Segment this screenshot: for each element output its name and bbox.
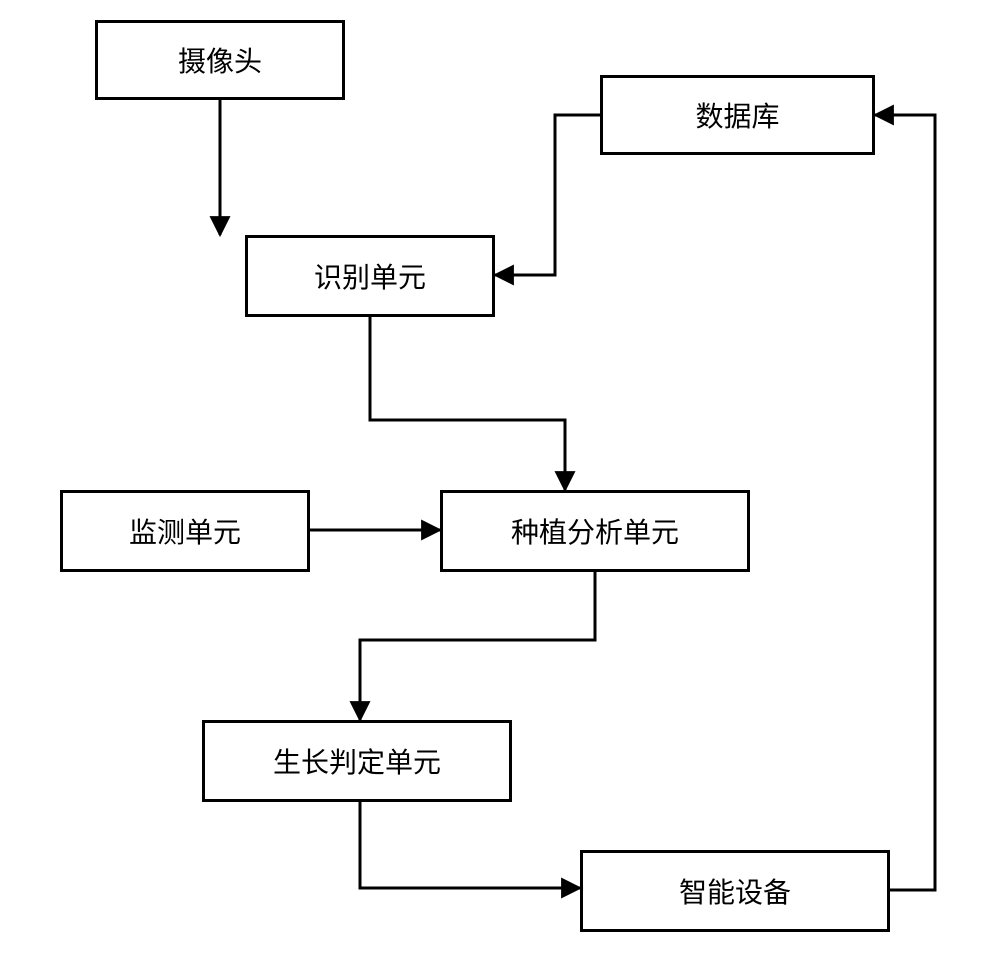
node-database: 数据库 — [600, 75, 875, 155]
node-growth-label: 生长判定单元 — [273, 741, 441, 781]
node-camera-label: 摄像头 — [178, 40, 262, 80]
node-recognition-label: 识别单元 — [314, 256, 426, 296]
edge-recognition-planting — [370, 317, 565, 490]
node-planting-label: 种植分析单元 — [511, 511, 679, 551]
node-recognition: 识别单元 — [245, 235, 495, 317]
node-growth: 生长判定单元 — [202, 720, 512, 802]
edge-planting-growth — [360, 572, 595, 720]
edge-database-recognition — [495, 115, 600, 275]
edge-growth-smartdevice — [360, 802, 580, 888]
node-monitoring: 监测单元 — [60, 490, 310, 572]
node-monitoring-label: 监测单元 — [129, 511, 241, 551]
node-smart-device: 智能设备 — [580, 850, 890, 932]
edge-smartdevice-database — [875, 115, 935, 890]
node-database-label: 数据库 — [695, 95, 779, 135]
node-smart-device-label: 智能设备 — [679, 871, 791, 911]
node-planting: 种植分析单元 — [440, 490, 750, 572]
node-camera: 摄像头 — [95, 20, 345, 100]
